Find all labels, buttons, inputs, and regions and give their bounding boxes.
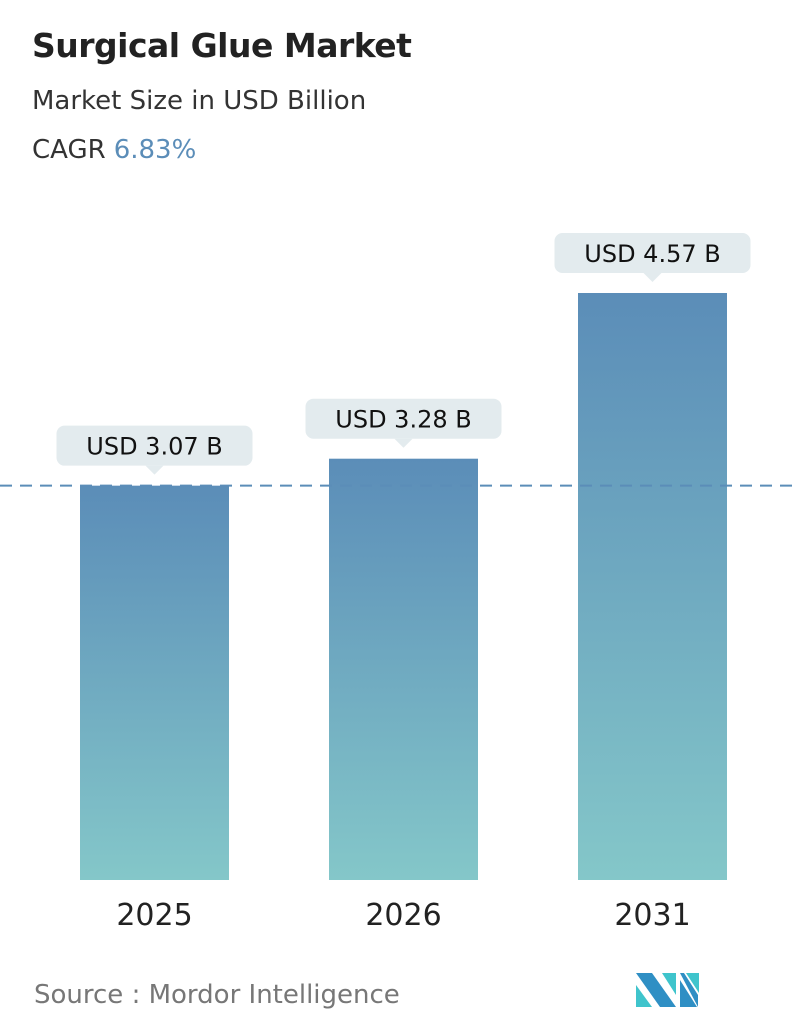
data-label-pointer	[643, 273, 662, 282]
bar-2031	[578, 293, 727, 880]
chart-title: Surgical Glue Market	[32, 26, 412, 65]
cagr-label: CAGR	[32, 135, 106, 165]
x-tick-label: 2026	[365, 898, 441, 933]
source-text: Source : Mordor Intelligence	[34, 980, 400, 1010]
cagr-value: 6.83%	[113, 135, 197, 165]
chart-subtitle: Market Size in USD Billion	[32, 86, 367, 116]
data-label-bg	[554, 233, 751, 273]
data-label: USD 3.28 B	[335, 406, 471, 434]
data-label-bg	[305, 398, 502, 439]
data-label-bg	[56, 425, 253, 466]
data-label-pointer	[145, 465, 164, 475]
x-tick-label: 2031	[614, 898, 690, 933]
data-label: USD 3.07 B	[86, 433, 222, 461]
x-tick-label: 2025	[116, 898, 192, 933]
cagr: CAGR 6.83%	[32, 135, 196, 165]
data-label: USD 4.57 B	[584, 240, 720, 268]
bar-2026	[329, 458, 478, 880]
bar-2025	[80, 485, 229, 880]
data-label-pointer	[394, 438, 413, 448]
